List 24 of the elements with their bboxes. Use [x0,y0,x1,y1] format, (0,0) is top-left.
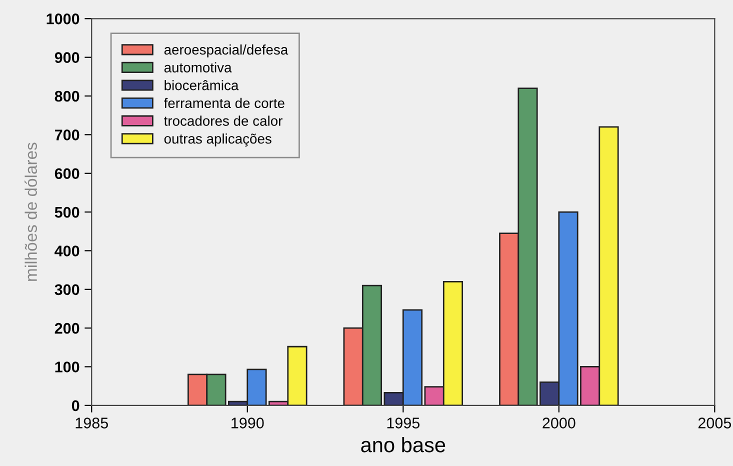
legend-label: ferramenta de corte [164,98,284,108]
legend-label: automotiva [164,62,232,72]
legend-label: aeroespacial/defesa [164,44,288,58]
y-tick-label: 1000 [46,14,80,24]
y-tick-label: 400 [54,246,80,256]
legend-label: biocerâmica [164,80,239,90]
y-tick-label: 500 [54,206,80,218]
y-tick-label: 300 [54,284,80,296]
x-tick-label: 1995 [387,418,420,428]
x-tick-label: 1985 [76,418,108,428]
y-tick-label: 800 [54,90,80,102]
y-tick-label: 100 [55,362,80,372]
y-tick-label: 600 [54,168,80,180]
y-tick-label: 700 [54,130,80,140]
x-tick-label: 2000 [542,418,576,428]
x-tick-label: 2005 [698,418,732,428]
legend-label: outras aplicações [164,133,272,146]
y-tick-label: 900 [54,52,80,64]
y-tick-label: 0 [72,400,80,412]
legend-label: trocadores de calor [164,116,282,126]
x-tick-label: 1990 [232,418,264,428]
y-axis-title: milhões de dólares [24,142,37,281]
x-axis-title: ano base [361,437,446,452]
y-tick-label: 200 [54,322,80,334]
